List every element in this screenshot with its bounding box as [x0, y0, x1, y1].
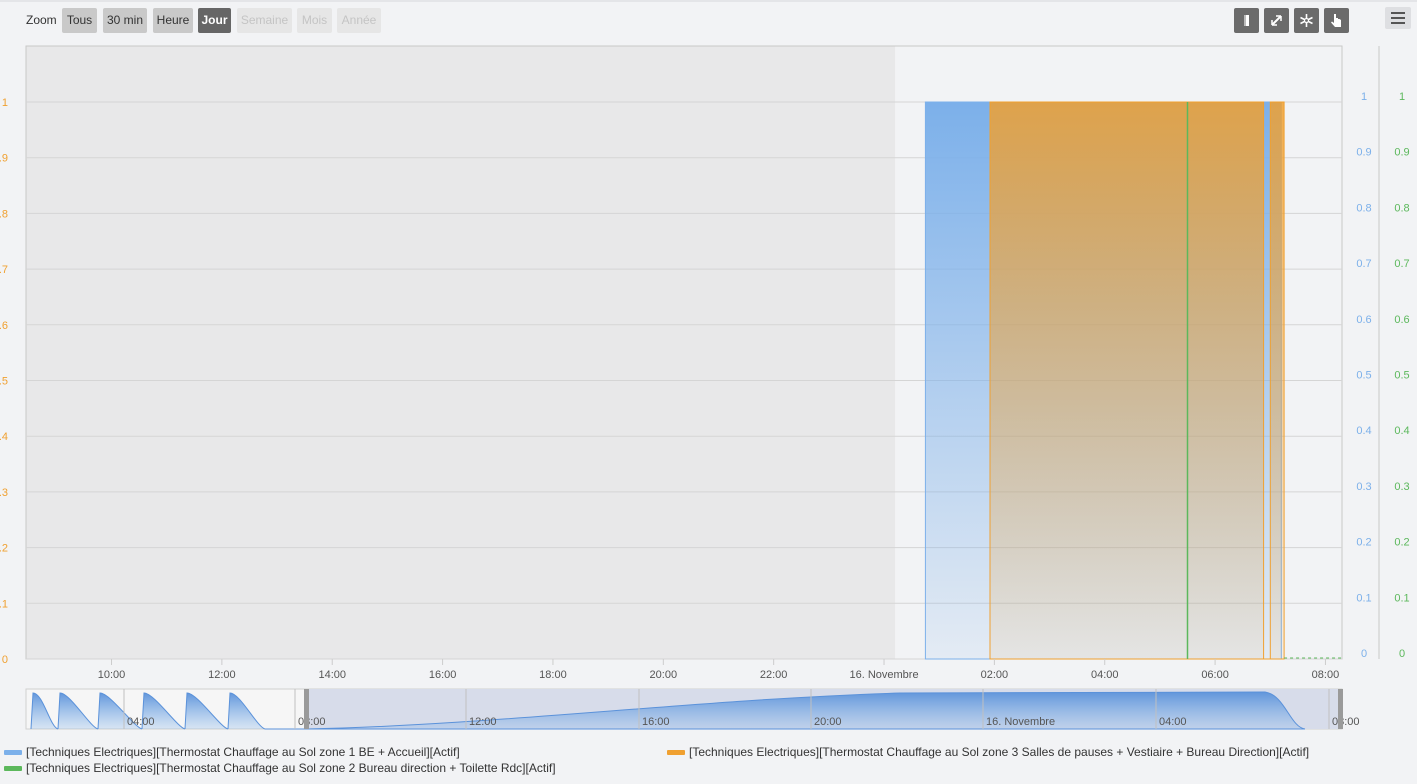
navigator-tick-label: 16. Novembre [986, 716, 1055, 728]
navigator-tick-label: 16:00 [642, 716, 670, 728]
zoom-button-all[interactable]: Tous [62, 8, 97, 33]
legend-item-zone3[interactable]: [Techniques Electriques][Thermostat Chau… [667, 745, 1309, 759]
y-tick-label-right-outer: 0.5 [1394, 370, 1409, 382]
navigator-tick-label: 04:00 [127, 716, 155, 728]
zoom-label: Zoom [26, 13, 57, 27]
y-tick-label-left: 0.6 [0, 320, 8, 332]
hamburger-menu-icon[interactable] [1385, 7, 1411, 29]
x-tick-label: 10:00 [98, 669, 126, 681]
y-tick-label-left: 0.5 [0, 376, 8, 388]
collapse-arrows-icon[interactable] [1264, 8, 1289, 33]
y-tick-label-right-outer: 0.9 [1394, 147, 1409, 159]
y-tick-label-left: 0.9 [0, 153, 8, 165]
x-tick-label: 12:00 [208, 669, 236, 681]
y-tick-label-right-inner: 0.6 [1356, 314, 1371, 326]
y-tick-label-right-outer: 1 [1399, 91, 1405, 103]
y-tick-label-right-inner: 0.3 [1356, 481, 1371, 493]
zoom-button-30min[interactable]: 30 min [103, 8, 147, 33]
y-tick-label-right-inner: 0.2 [1356, 537, 1371, 549]
y-tick-label-right-inner: 0.5 [1356, 370, 1371, 382]
y-tick-label-left: 1 [2, 97, 8, 109]
snowflake-icon[interactable] [1294, 8, 1319, 33]
x-tick-label: 08:00 [1312, 669, 1340, 681]
legend-label: [Techniques Electriques][Thermostat Chau… [26, 745, 460, 759]
series-zone3-area [989, 101, 1285, 660]
legend-swatch [4, 766, 22, 772]
zoom-button-day[interactable]: Jour [198, 8, 231, 33]
y-tick-label-left: 0.7 [0, 264, 8, 276]
y-tick-label-right-inner: 1 [1361, 91, 1367, 103]
navigator-series-pulses [30, 692, 266, 730]
y-tick-label-right-outer: 0.1 [1394, 592, 1409, 604]
y-tick-label-right-outer: 0.2 [1394, 537, 1409, 549]
navigator-tick-label: 08:00 [298, 716, 326, 728]
y-tick-label-left: 0.1 [0, 598, 8, 610]
zoom-button-hour[interactable]: Heure [153, 8, 193, 33]
navigator-series-curve [265, 691, 1306, 730]
navigator-handle-left[interactable] [304, 689, 309, 729]
zoom-button-week: Semaine [237, 8, 292, 33]
y-tick-label-right-inner: 0.7 [1356, 258, 1371, 270]
x-tick-label: 22:00 [760, 669, 788, 681]
y-tick-label-right-outer: 0.3 [1394, 481, 1409, 493]
zoom-button-month: Mois [297, 8, 332, 33]
x-tick-label: 04:00 [1091, 669, 1119, 681]
y-tick-label-right-outer: 0.7 [1394, 258, 1409, 270]
top-border [0, 0, 1417, 2]
y-tick-label-right-inner: 0 [1361, 648, 1367, 660]
legend-swatch [667, 750, 685, 756]
pointer-hand-icon[interactable] [1324, 8, 1349, 33]
x-tick-label: 14:00 [318, 669, 346, 681]
navigator-tick-label: 12:00 [469, 716, 497, 728]
x-tick-label: 02:00 [981, 669, 1009, 681]
legend-item-zone2[interactable]: [Techniques Electriques][Thermostat Chau… [4, 761, 556, 775]
y-tick-label-right-inner: 0.4 [1356, 425, 1371, 437]
x-tick-label: 16:00 [429, 669, 457, 681]
y-tick-label-left: 0.2 [0, 543, 8, 555]
legend-label: [Techniques Electriques][Thermostat Chau… [26, 761, 556, 775]
x-tick-label: 06:00 [1201, 669, 1229, 681]
legend-label: [Techniques Electriques][Thermostat Chau… [689, 745, 1310, 759]
x-tick-label: 16. Novembre [849, 669, 918, 681]
legend-item-zone1[interactable]: [Techniques Electriques][Thermostat Chau… [4, 745, 460, 759]
navigator-tick-label: 08:00 [1332, 716, 1360, 728]
legend-swatch [4, 750, 22, 756]
y-tick-label-left: 0.3 [0, 487, 8, 499]
y-tick-label-left: 0.8 [0, 208, 8, 220]
y-tick-label-left: 0.4 [0, 431, 8, 443]
y-tick-label-left: 0 [2, 654, 8, 666]
y-tick-label-right-outer: 0.8 [1394, 202, 1409, 214]
data-labels-icon[interactable] [1234, 8, 1259, 33]
y-tick-label-right-inner: 0.9 [1356, 147, 1371, 159]
navigator-tick-label: 04:00 [1159, 716, 1187, 728]
navigator-tick-label: 20:00 [814, 716, 842, 728]
y-tick-label-right-inner: 0.8 [1356, 202, 1371, 214]
y-tick-label-right-outer: 0 [1399, 648, 1405, 660]
x-tick-label: 20:00 [650, 669, 678, 681]
x-tick-label: 18:00 [539, 669, 567, 681]
navigator-handle-right[interactable] [1338, 689, 1343, 729]
zoom-button-year: Année [337, 8, 381, 33]
y-tick-label-right-outer: 0.4 [1394, 425, 1409, 437]
y-tick-label-right-outer: 0.6 [1394, 314, 1409, 326]
y-tick-label-right-inner: 0.1 [1356, 592, 1371, 604]
plot-band-no-data [26, 46, 896, 659]
